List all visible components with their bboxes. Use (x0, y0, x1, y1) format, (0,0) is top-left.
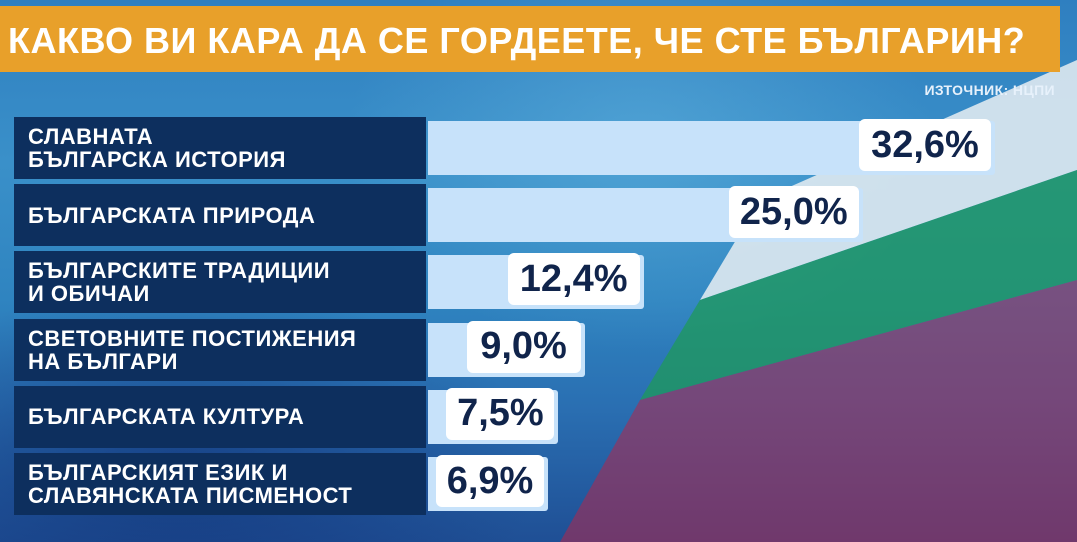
category-label: БЪЛГАРСКАТА КУЛТУРА (28, 404, 305, 430)
bar-row: БЪЛГАРСКИЯТ ЕЗИК И СЛАВЯНСКАТА ПИСМЕНОСТ… (0, 453, 1077, 515)
category-label-box: СВЕТОВНИТЕ ПОСТИЖЕНИЯ НА БЪЛГАРИ (14, 318, 426, 381)
category-label-box: БЪЛГАРСКАТА КУЛТУРА (14, 385, 426, 448)
source-label: ИЗТОЧНИК: НЦПИ (924, 82, 1055, 98)
category-label: СЛАВНАТА БЪЛГАРСКА ИСТОРИЯ (28, 124, 286, 172)
category-label: СВЕТОВНИТЕ ПОСТИЖЕНИЯ НА БЪЛГАРИ (28, 325, 357, 374)
bar-row: СВЕТОВНИТЕ ПОСТИЖЕНИЯ НА БЪЛГАРИ 9,0% (0, 318, 1077, 381)
category-label: БЪЛГАРСКИЯТ ЕЗИК И СЛАВЯНСКАТА ПИСМЕНОСТ (28, 460, 353, 508)
value-label: 32,6% (858, 119, 991, 171)
value-label: 9,0% (466, 320, 581, 373)
category-label-box: БЪЛГАРСКАТА ПРИРОДА (14, 184, 426, 247)
value-label: 25,0% (728, 186, 859, 239)
title-bar: КАКВО ВИ КАРА ДА СЕ ГОРДЕЕТЕ, ЧЕ СТЕ БЪЛ… (0, 6, 1060, 72)
category-label-box: БЪЛГАРСКИТЕ ТРАДИЦИИ И ОБИЧАИ (14, 251, 426, 314)
bar-row: БЪЛГАРСКИТЕ ТРАДИЦИИ И ОБИЧАИ 12,4% (0, 251, 1077, 314)
value-label: 12,4% (507, 253, 640, 306)
category-label: БЪЛГАРСКИТЕ ТРАДИЦИИ И ОБИЧАИ (28, 258, 331, 307)
category-label-box: БЪЛГАРСКИЯТ ЕЗИК И СЛАВЯНСКАТА ПИСМЕНОСТ (14, 453, 426, 515)
category-label: БЪЛГАРСКАТА ПРИРОДА (28, 202, 316, 228)
bar-row: БЪЛГАРСКАТА ПРИРОДА 25,0% (0, 184, 1077, 247)
bar-row: БЪЛГАРСКАТА КУЛТУРА 7,5% (0, 385, 1077, 448)
value-label: 6,9% (436, 455, 544, 507)
value-label: 7,5% (446, 387, 555, 440)
category-label-box: СЛАВНАТА БЪЛГАРСКА ИСТОРИЯ (14, 117, 426, 179)
bar-row: СЛАВНАТА БЪЛГАРСКА ИСТОРИЯ 32,6% (0, 117, 1077, 179)
chart-title: КАКВО ВИ КАРА ДА СЕ ГОРДЕЕТЕ, ЧЕ СТЕ БЪЛ… (8, 20, 1026, 61)
